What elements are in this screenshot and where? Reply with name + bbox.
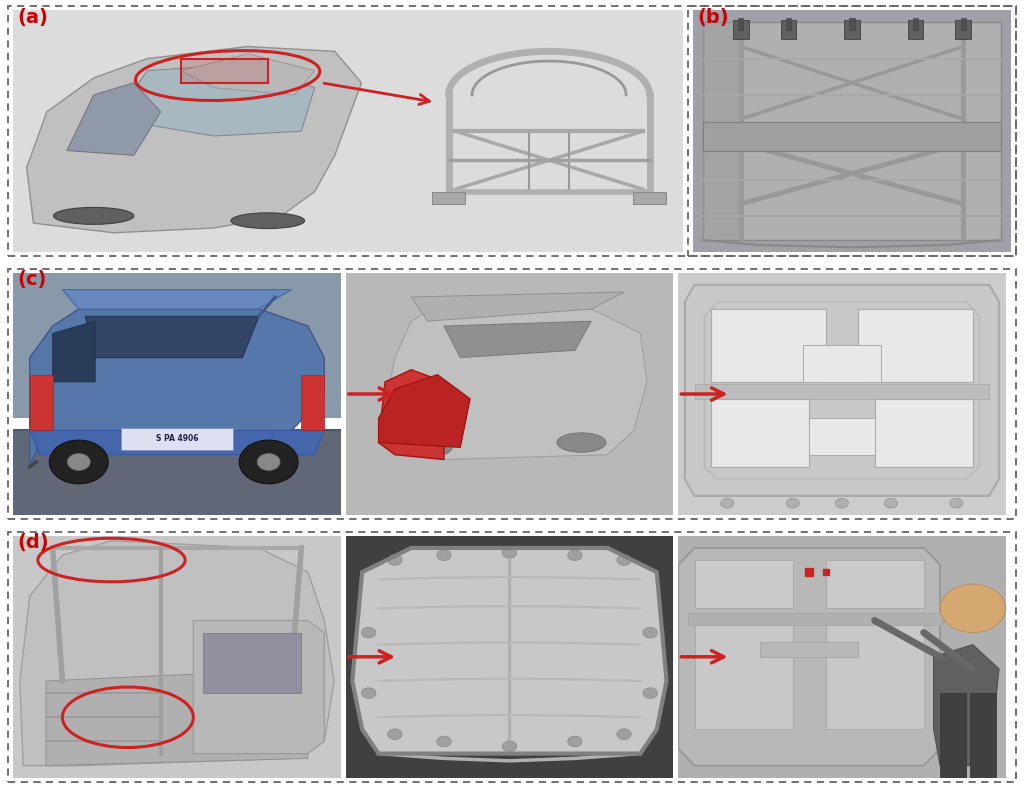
Polygon shape <box>13 273 341 418</box>
Bar <box>711 309 825 382</box>
Circle shape <box>49 440 109 484</box>
Bar <box>702 121 1001 151</box>
Polygon shape <box>678 536 1006 778</box>
Circle shape <box>437 550 452 560</box>
Circle shape <box>257 453 281 470</box>
Polygon shape <box>181 54 314 95</box>
Polygon shape <box>934 645 999 766</box>
Text: (d): (d) <box>17 533 49 552</box>
Polygon shape <box>203 633 301 693</box>
Bar <box>874 399 973 466</box>
Circle shape <box>567 550 582 560</box>
Bar <box>432 191 465 204</box>
Polygon shape <box>181 58 268 83</box>
Circle shape <box>721 498 734 508</box>
Bar <box>694 620 793 730</box>
Polygon shape <box>30 374 52 430</box>
Polygon shape <box>67 83 161 155</box>
Bar <box>858 309 973 382</box>
Polygon shape <box>346 273 673 515</box>
Bar <box>786 17 791 30</box>
Circle shape <box>885 498 898 508</box>
Polygon shape <box>46 669 308 766</box>
Polygon shape <box>702 22 1001 240</box>
Bar <box>733 20 749 39</box>
Bar <box>809 418 874 455</box>
Circle shape <box>502 548 517 558</box>
Polygon shape <box>379 370 444 459</box>
Bar <box>844 20 860 39</box>
Polygon shape <box>678 548 940 766</box>
Polygon shape <box>13 536 341 778</box>
Circle shape <box>361 627 376 638</box>
Polygon shape <box>678 273 1006 515</box>
Bar <box>803 345 882 382</box>
Polygon shape <box>114 64 314 136</box>
Bar <box>825 620 924 730</box>
Bar <box>780 20 797 39</box>
Bar <box>850 17 854 30</box>
Circle shape <box>388 729 402 739</box>
Bar <box>955 20 971 39</box>
Bar <box>760 642 858 657</box>
Circle shape <box>950 498 963 508</box>
Bar <box>913 17 918 30</box>
Polygon shape <box>693 10 1011 252</box>
Circle shape <box>616 729 631 739</box>
Circle shape <box>567 736 582 747</box>
Polygon shape <box>301 374 325 430</box>
Polygon shape <box>52 322 95 382</box>
Text: (b): (b) <box>697 8 729 27</box>
Text: (c): (c) <box>17 270 47 289</box>
Polygon shape <box>379 374 470 448</box>
Polygon shape <box>412 292 624 322</box>
Bar <box>694 385 989 399</box>
Polygon shape <box>444 322 591 358</box>
Bar <box>825 560 924 608</box>
Bar <box>738 17 743 30</box>
Polygon shape <box>13 430 341 515</box>
Polygon shape <box>13 10 683 252</box>
Ellipse shape <box>403 437 453 457</box>
Polygon shape <box>19 541 334 766</box>
Polygon shape <box>62 290 292 309</box>
Text: (a): (a) <box>17 8 48 27</box>
Bar <box>121 428 232 450</box>
Polygon shape <box>27 46 361 232</box>
Text: S PA 4906: S PA 4906 <box>156 434 199 444</box>
Ellipse shape <box>53 207 134 225</box>
Polygon shape <box>379 302 647 459</box>
Bar <box>633 191 667 204</box>
Polygon shape <box>346 536 673 778</box>
Polygon shape <box>30 309 325 466</box>
Polygon shape <box>85 316 259 358</box>
Bar <box>907 20 924 39</box>
Polygon shape <box>352 548 667 753</box>
Circle shape <box>643 627 657 638</box>
Circle shape <box>361 688 376 698</box>
Circle shape <box>437 736 452 747</box>
Circle shape <box>786 498 800 508</box>
Circle shape <box>940 584 1006 633</box>
Polygon shape <box>685 284 999 496</box>
Circle shape <box>388 555 402 565</box>
Circle shape <box>643 688 657 698</box>
Circle shape <box>502 741 517 752</box>
Ellipse shape <box>231 213 304 229</box>
Circle shape <box>68 453 90 470</box>
Bar <box>940 693 967 778</box>
Polygon shape <box>194 620 325 753</box>
Circle shape <box>616 555 631 565</box>
Polygon shape <box>30 430 325 455</box>
Bar <box>694 560 793 608</box>
Bar <box>711 399 809 466</box>
Bar <box>688 613 943 626</box>
Ellipse shape <box>557 433 606 452</box>
Circle shape <box>836 498 849 508</box>
Circle shape <box>240 440 298 484</box>
Bar <box>961 17 966 30</box>
Polygon shape <box>702 22 741 240</box>
Bar <box>970 693 995 778</box>
